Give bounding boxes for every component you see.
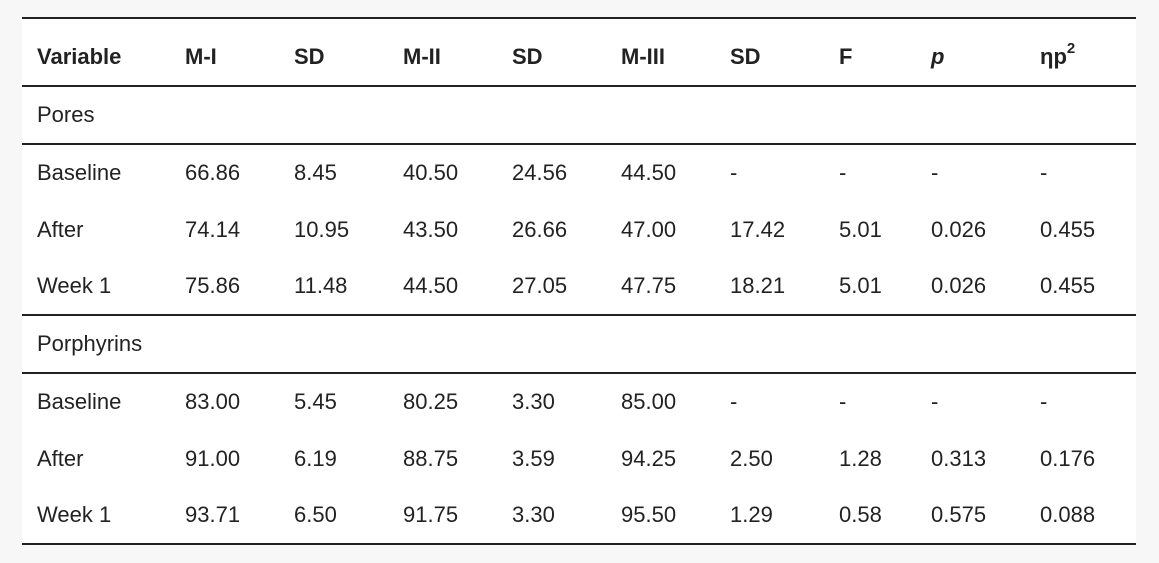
cell-m3: 44.50 <box>621 160 677 185</box>
cell-f: 1.28 <box>839 445 882 471</box>
cell-eta: 0.455 <box>1040 273 1096 298</box>
header-sd3: SD <box>730 44 761 69</box>
cell-eta: - <box>1040 389 1048 414</box>
cell-sd3: 18.21 <box>730 273 786 298</box>
cell-m1: 93.71 <box>185 502 241 527</box>
cell-m1: 75.86 <box>185 273 241 298</box>
table-body: Pores Baseline 66.86 8.45 40.50 24.56 44.50 - - -… <box>22 86 1136 544</box>
table-row: After 74.14 10.95 43.50 26.66 47.00 17.42 5.01 0… <box>22 201 1136 258</box>
cell-f: - <box>839 160 847 185</box>
cell-variable: Baseline <box>37 389 122 414</box>
header-variable: Variable <box>37 44 122 69</box>
cell-m2: 44.50 <box>403 273 459 298</box>
header-m3: M-III <box>621 44 665 69</box>
header-p: p <box>931 44 945 69</box>
cell-sd2: 3.30 <box>512 389 555 414</box>
cell-f: 0.58 <box>839 502 882 527</box>
cell-m3: 85.00 <box>621 389 677 414</box>
group-label: Pores <box>37 102 95 127</box>
cell-m2: 40.50 <box>403 160 459 185</box>
table-row: Week 1 75.86 11.48 44.50 27.05 47.75 18.21 5.01… <box>22 258 1136 315</box>
cell-p: 0.313 <box>931 445 987 471</box>
cell-sd2: 3.30 <box>512 502 555 527</box>
cell-eta: - <box>1040 160 1048 185</box>
cell-p: 0.026 <box>931 273 987 298</box>
cell-variable: Week 1 <box>37 273 112 298</box>
cell-m2: 88.75 <box>403 445 459 471</box>
header-f: F <box>839 44 853 69</box>
cell-m3: 47.75 <box>621 273 677 298</box>
cell-eta: 0.088 <box>1040 502 1096 527</box>
group-row: Pores <box>22 86 1136 144</box>
cell-sd1: 5.45 <box>294 389 337 414</box>
cell-f: 5.01 <box>839 273 882 298</box>
header-eta: ηp2 <box>1025 18 1136 86</box>
cell-sd3: - <box>730 160 738 185</box>
cell-p: - <box>931 160 939 185</box>
cell-sd1: 10.95 <box>294 216 350 242</box>
cell-sd3: 2.50 <box>730 445 773 471</box>
cell-m1: 91.00 <box>185 445 241 471</box>
table-row: Baseline 66.86 8.45 40.50 24.56 44.50 - - - - <box>22 144 1136 201</box>
cell-variable: After <box>37 216 84 242</box>
cell-variable: Baseline <box>37 160 122 185</box>
cell-variable: After <box>37 445 84 471</box>
cell-m1: 66.86 <box>185 160 241 185</box>
header-eta-base: ηp <box>1040 44 1067 69</box>
cell-m1: 83.00 <box>185 389 241 414</box>
cell-variable: Week 1 <box>37 502 112 527</box>
cell-sd1: 11.48 <box>294 273 348 298</box>
cell-m2: 43.50 <box>403 216 459 242</box>
cell-m2: 91.75 <box>403 502 459 527</box>
header-sd2: SD <box>512 44 543 69</box>
cell-sd2: 27.05 <box>512 273 568 298</box>
cell-f: 5.01 <box>839 216 882 242</box>
cell-sd1: 8.45 <box>294 160 337 185</box>
cell-sd3: 17.42 <box>730 216 786 242</box>
header-m1: M-I <box>185 44 217 69</box>
group-row: Porphyrins <box>22 315 1136 373</box>
cell-m3: 94.25 <box>621 445 677 471</box>
cell-eta: 0.176 <box>1040 445 1096 471</box>
cell-p: - <box>931 389 939 414</box>
header-row: Variable M-I SD M-II SD M-III SD F p ηp2 <box>22 18 1136 86</box>
cell-eta: 0.455 <box>1040 216 1096 242</box>
cell-m3: 47.00 <box>621 216 677 242</box>
cell-sd2: 26.66 <box>512 216 568 242</box>
cell-m1: 74.14 <box>185 216 241 242</box>
cell-sd3: - <box>730 389 738 414</box>
cell-sd2: 24.56 <box>512 160 568 185</box>
cell-p: 0.575 <box>931 502 987 527</box>
header-m2: M-II <box>403 44 441 69</box>
header-sd1: SD <box>294 44 325 69</box>
table-row: Baseline 83.00 5.45 80.25 3.30 85.00 - - - - <box>22 373 1136 430</box>
group-label: Porphyrins <box>37 331 143 356</box>
table-header: Variable M-I SD M-II SD M-III SD F p ηp2 <box>22 18 1136 86</box>
results-table: Variable M-I SD M-II SD M-III SD F p ηp2… <box>22 17 1136 545</box>
header-eta-sup: 2 <box>1066 40 1076 57</box>
table-row: After 91.00 6.19 88.75 3.59 94.25 2.50 1.28 0.31… <box>22 430 1136 487</box>
cell-m2: 80.25 <box>403 389 459 414</box>
results-table-container: Variable M-I SD M-II SD M-III SD F p ηp2… <box>22 17 1136 545</box>
cell-sd1: 6.50 <box>294 502 337 527</box>
cell-sd2: 3.59 <box>512 445 555 471</box>
table-row: Week 1 93.71 6.50 91.75 3.30 95.50 1.29 0.58 0.5… <box>22 487 1136 544</box>
cell-m3: 95.50 <box>621 502 677 527</box>
cell-sd3: 1.29 <box>730 502 773 527</box>
cell-f: - <box>839 389 847 414</box>
cell-sd1: 6.19 <box>294 445 337 471</box>
cell-p: 0.026 <box>931 216 987 242</box>
